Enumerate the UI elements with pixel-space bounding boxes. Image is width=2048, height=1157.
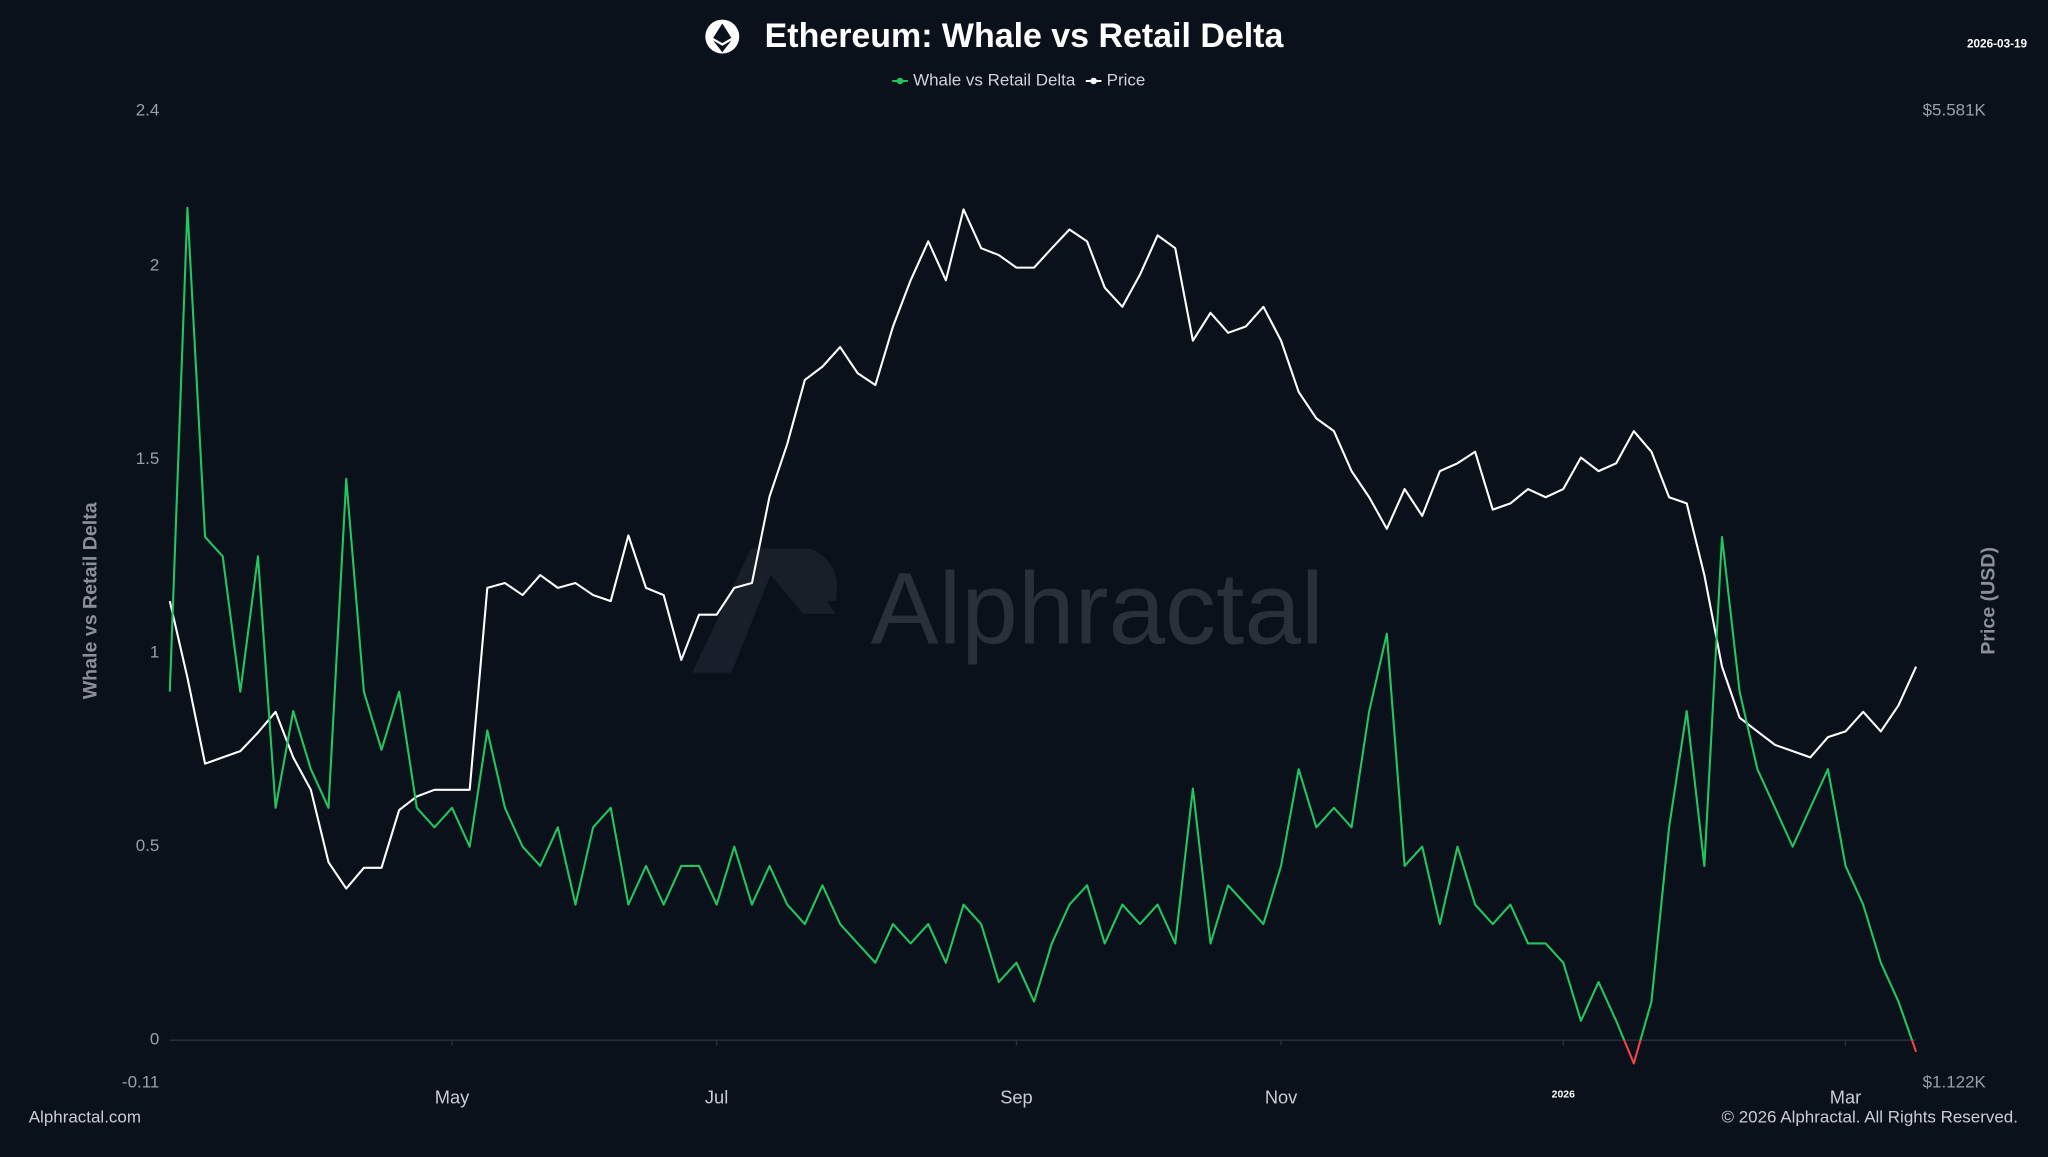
x-tick-label: Jul <box>705 1086 728 1107</box>
source: Alphractal.com <box>29 1108 141 1127</box>
x-tick-label: Sep <box>1000 1086 1033 1107</box>
x-tick-label: Mar <box>1830 1086 1861 1107</box>
y-tick-label: 0.5 <box>136 836 160 855</box>
y2-tick-label: $5.581K <box>1923 101 1987 120</box>
eth-icon <box>705 19 740 54</box>
legend-label: Price <box>1107 70 1146 89</box>
legend-marker-dot <box>896 77 904 85</box>
series-line <box>168 206 1918 1065</box>
chart-title: Ethereum: Whale vs Retail Delta <box>765 17 1285 55</box>
legend-label: Whale vs Retail Delta <box>913 70 1076 89</box>
watermark: Alphractal <box>871 551 1324 665</box>
series-line <box>168 208 1918 890</box>
y-tick-label: 0 <box>150 1030 159 1049</box>
y-tick-label: 2.4 <box>136 101 160 120</box>
y-tick-label: 2 <box>150 255 159 274</box>
y-tick-label: -0.11 <box>122 1072 159 1091</box>
y-axis-label: Whale vs Retail Delta <box>80 501 102 699</box>
x-tick-label: May <box>435 1086 470 1107</box>
x-tick-label: 2026 <box>1552 1089 1575 1100</box>
y2-tick-label: $1.122K <box>1923 1072 1987 1091</box>
legend-marker-dot <box>1090 77 1097 85</box>
legend: Whale vs Retail Delta Price <box>892 70 1145 89</box>
copyright: © 2026 Alphractal. All Rights Reserved. <box>1722 1108 2018 1127</box>
y2-axis-label: Price (USD) <box>1977 547 1999 655</box>
x-tick-label: Nov <box>1265 1086 1298 1107</box>
watermark-logo <box>692 548 838 673</box>
y-tick-label: 1 <box>150 643 159 662</box>
date: 2026-03-19 <box>1967 38 2028 51</box>
y-tick-label: 1.5 <box>136 449 160 468</box>
